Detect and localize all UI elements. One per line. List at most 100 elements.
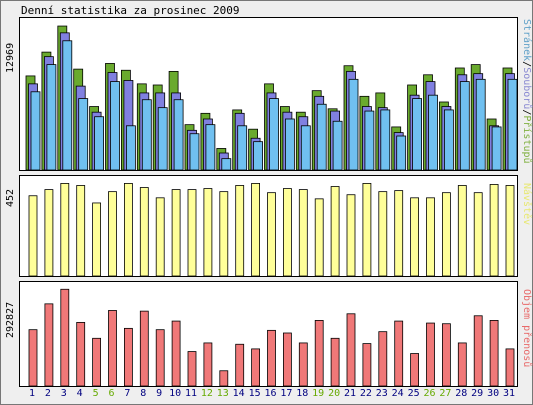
traffic-legend: Objem přenosů bbox=[521, 289, 532, 367]
traffic-bar-14 bbox=[235, 343, 245, 386]
chart-title: Denní statistika za prosinec 2009 bbox=[21, 4, 240, 17]
x-tick-label-27: 27 bbox=[439, 388, 452, 399]
traffic-bar-13 bbox=[219, 370, 229, 386]
visits-bar-19 bbox=[314, 198, 324, 276]
bar-stránek-31 bbox=[507, 78, 517, 170]
visits-legend: Návštěv bbox=[521, 183, 532, 225]
bar-stránek-26 bbox=[428, 94, 438, 170]
hits-legend-part-0: Stránek bbox=[521, 19, 532, 62]
visits-bar-25 bbox=[410, 197, 420, 276]
bar-stránek-14 bbox=[237, 125, 248, 170]
visits-bar-30 bbox=[489, 184, 499, 276]
bar-stránek-8 bbox=[141, 99, 152, 170]
hits-chart bbox=[25, 25, 517, 170]
x-tick-label-30: 30 bbox=[487, 388, 500, 399]
traffic-bar-1 bbox=[28, 329, 38, 386]
bar-stránek-24 bbox=[396, 135, 407, 170]
visits-bar-26 bbox=[426, 197, 435, 276]
x-tick-label-14: 14 bbox=[232, 388, 245, 399]
visits-bar-22 bbox=[362, 183, 372, 276]
bar-stránek-28 bbox=[459, 81, 470, 170]
visits-bar-1 bbox=[28, 195, 38, 276]
x-tick-label-9: 9 bbox=[156, 388, 163, 399]
x-tick-label-17: 17 bbox=[280, 388, 293, 399]
bar-stránek-23 bbox=[380, 109, 391, 170]
visits-bar-14 bbox=[235, 185, 245, 276]
x-tick-label-15: 15 bbox=[248, 388, 261, 399]
bar-stránek-5 bbox=[94, 116, 104, 170]
traffic-bar-27 bbox=[441, 323, 451, 386]
bar-stránek-20 bbox=[332, 120, 343, 170]
bar-stránek-16 bbox=[269, 98, 279, 170]
x-tick-label-11: 11 bbox=[184, 388, 198, 399]
visits-bar-17 bbox=[282, 188, 292, 276]
visits-chart bbox=[28, 183, 515, 276]
x-tick-label-22: 22 bbox=[359, 388, 372, 399]
visits-bar-12 bbox=[203, 188, 213, 276]
hits-legend-part-4: Přístupů bbox=[521, 115, 532, 164]
traffic-ymax-label: 292827 bbox=[5, 301, 16, 338]
bar-stránek-3 bbox=[62, 40, 73, 170]
x-tick-label-26: 26 bbox=[423, 388, 436, 399]
visits-bar-29 bbox=[473, 192, 483, 276]
visits-bar-15 bbox=[251, 183, 261, 276]
traffic-bar-12 bbox=[203, 342, 213, 386]
bar-stránek-6 bbox=[110, 81, 120, 170]
visits-bar-13 bbox=[219, 191, 229, 276]
traffic-bar-22 bbox=[362, 343, 372, 386]
traffic-bar-28 bbox=[457, 342, 467, 386]
bar-stránek-11 bbox=[189, 133, 200, 170]
visits-bar-24 bbox=[394, 190, 404, 276]
bar-stránek-1 bbox=[30, 91, 41, 170]
x-tick-label-20: 20 bbox=[328, 388, 341, 399]
bar-stránek-10 bbox=[173, 99, 184, 170]
x-tick-label-19: 19 bbox=[312, 388, 325, 399]
x-tick-label-16: 16 bbox=[264, 388, 277, 399]
x-tick-label-28: 28 bbox=[455, 388, 468, 399]
x-tick-label-12: 12 bbox=[200, 388, 213, 399]
visits-bar-16 bbox=[267, 192, 276, 276]
bar-stránek-17 bbox=[284, 118, 295, 170]
traffic-bar-10 bbox=[171, 320, 181, 386]
x-tick-label-5: 5 bbox=[92, 388, 99, 399]
visits-bar-27 bbox=[441, 192, 451, 276]
bar-stránek-9 bbox=[157, 107, 168, 170]
hits-legend-part-2: Souborů bbox=[521, 67, 532, 110]
traffic-bar-2 bbox=[44, 303, 54, 386]
x-tick-label-23: 23 bbox=[375, 388, 388, 399]
traffic-bar-23 bbox=[378, 331, 388, 386]
traffic-bar-18 bbox=[298, 342, 308, 386]
visits-panel bbox=[19, 175, 518, 277]
traffic-bar-15 bbox=[251, 348, 261, 386]
traffic-bar-21 bbox=[346, 313, 356, 386]
traffic-bar-16 bbox=[267, 329, 276, 386]
traffic-bar-31 bbox=[505, 348, 515, 386]
visits-legend-part-0: Návštěv bbox=[521, 183, 532, 226]
visits-bar-11 bbox=[187, 189, 197, 276]
x-tick-label-13: 13 bbox=[216, 388, 229, 399]
x-axis-labels: 1 2 3 4 5 6 7 8 9 10 11 12 13 14 15 16 17 18 19 20 21 22 23 24 2… bbox=[19, 388, 518, 402]
bar-stránek-25 bbox=[412, 98, 423, 170]
traffic-chart bbox=[28, 288, 515, 386]
bar-stránek-15 bbox=[253, 141, 264, 170]
x-tick-label-21: 21 bbox=[343, 388, 357, 399]
x-tick-label-7: 7 bbox=[124, 388, 131, 399]
bar-stránek-29 bbox=[475, 78, 486, 170]
traffic-bar-11 bbox=[187, 351, 197, 386]
bar-souborů-7 bbox=[123, 80, 134, 170]
visits-bar-20 bbox=[330, 186, 340, 276]
traffic-bar-5 bbox=[92, 337, 101, 386]
traffic-bar-30 bbox=[489, 320, 499, 386]
traffic-bar-26 bbox=[426, 322, 435, 386]
visits-bar-10 bbox=[171, 189, 181, 276]
traffic-legend-part-0: Objem přenosů bbox=[521, 289, 532, 368]
visits-bar-28 bbox=[457, 185, 467, 276]
bar-stránek-27 bbox=[443, 109, 454, 170]
bar-stránek-2 bbox=[46, 64, 57, 170]
traffic-bar-6 bbox=[108, 310, 117, 386]
visits-bar-18 bbox=[298, 189, 308, 276]
bar-stránek-19 bbox=[316, 103, 327, 170]
visits-bar-2 bbox=[44, 189, 54, 276]
x-tick-label-8: 8 bbox=[140, 388, 147, 399]
visits-bar-23 bbox=[378, 191, 388, 276]
